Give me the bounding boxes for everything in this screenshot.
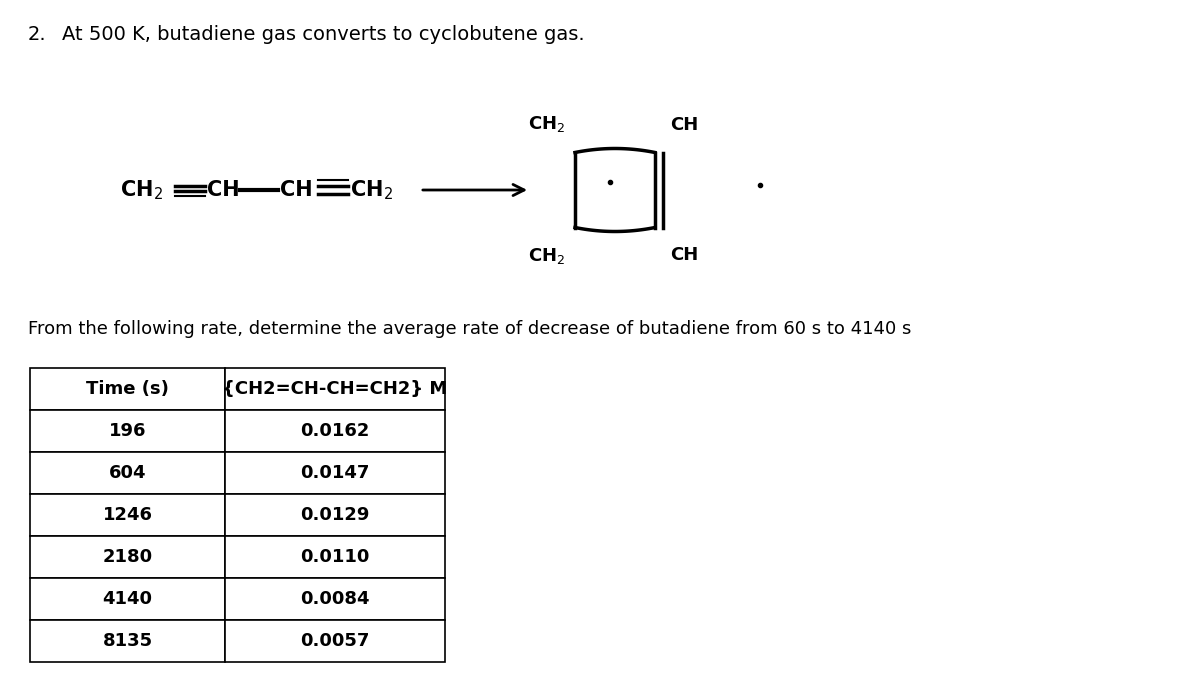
Text: CH$_2$: CH$_2$ (120, 178, 163, 202)
Text: CH: CH (208, 180, 240, 200)
Text: 2.: 2. (28, 25, 47, 44)
Bar (30, 620, 226, 662)
Text: 2180: 2180 (102, 548, 152, 566)
Text: CH: CH (670, 245, 698, 264)
Bar (30, 494, 226, 536)
Bar (226, 410, 445, 452)
Text: From the following rate, determine the average rate of decrease of butadiene fro: From the following rate, determine the a… (28, 320, 911, 338)
Bar (226, 368, 445, 410)
Text: 0.0129: 0.0129 (300, 506, 370, 524)
Bar (30, 536, 226, 578)
Text: 4140: 4140 (102, 590, 152, 608)
Text: CH: CH (670, 116, 698, 135)
Bar (226, 536, 445, 578)
Bar (30, 368, 226, 410)
Text: At 500 K, butadiene gas converts to cyclobutene gas.: At 500 K, butadiene gas converts to cycl… (62, 25, 584, 44)
Text: 196: 196 (109, 422, 146, 440)
Text: 0.0110: 0.0110 (300, 548, 370, 566)
Bar (226, 620, 445, 662)
Bar (226, 578, 445, 620)
Bar (30, 452, 226, 494)
Text: 8135: 8135 (102, 632, 152, 650)
Text: 604: 604 (109, 464, 146, 482)
Bar (226, 494, 445, 536)
Text: {CH2=CH-CH=CH2} M: {CH2=CH-CH=CH2} M (222, 380, 448, 398)
Bar (226, 452, 445, 494)
Text: 0.0162: 0.0162 (300, 422, 370, 440)
Text: 0.0057: 0.0057 (300, 632, 370, 650)
Text: CH: CH (280, 180, 313, 200)
Text: CH$_2$: CH$_2$ (528, 245, 565, 266)
Bar (30, 410, 226, 452)
Text: 0.0084: 0.0084 (300, 590, 370, 608)
Text: 0.0147: 0.0147 (300, 464, 370, 482)
Text: 1246: 1246 (102, 506, 152, 524)
Text: CH$_2$: CH$_2$ (350, 178, 392, 202)
Text: CH$_2$: CH$_2$ (528, 114, 565, 135)
Bar (30, 578, 226, 620)
Text: Time (s): Time (s) (86, 380, 169, 398)
